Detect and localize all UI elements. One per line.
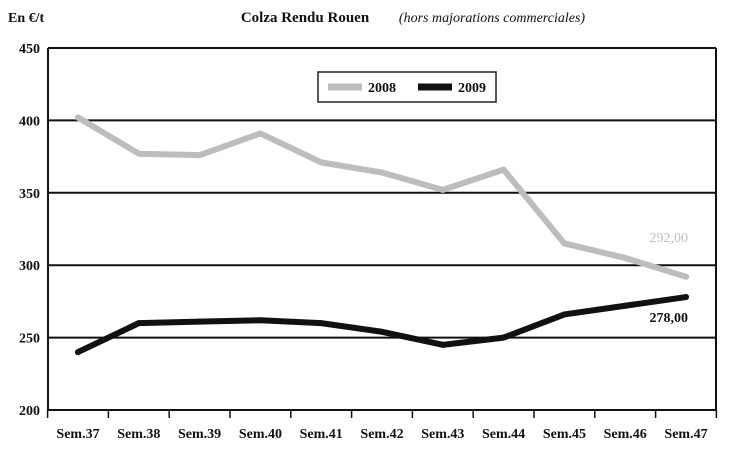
series-line-2008 bbox=[75, 114, 689, 280]
y-tick-label: 200 bbox=[19, 404, 40, 419]
data-point-2009 bbox=[257, 317, 264, 324]
legend-label-2009: 2009 bbox=[458, 81, 486, 96]
data-point-2009 bbox=[683, 294, 689, 301]
x-tick-label: Sem.46 bbox=[604, 427, 647, 442]
data-point-2008 bbox=[622, 254, 629, 261]
y-tick-label: 250 bbox=[19, 332, 40, 347]
legend: 2008 2009 bbox=[317, 71, 497, 103]
y-tick-label: 350 bbox=[19, 187, 40, 202]
data-point-2009 bbox=[379, 328, 385, 335]
x-tick-labels: Sem.37 Sem.38 Sem.39 Sem.40 Sem.41 Sem.42 Sem.… bbox=[46, 410, 718, 442]
x-tick-label: Sem.41 bbox=[300, 427, 343, 442]
data-point-2009 bbox=[439, 341, 446, 348]
data-point-2008 bbox=[500, 166, 507, 173]
data-point-2009 bbox=[75, 349, 81, 356]
y-tick-label: 300 bbox=[19, 259, 40, 274]
data-point-2009 bbox=[622, 302, 629, 309]
x-tick-label: Sem.47 bbox=[664, 427, 707, 442]
y-axis-label: En €/t bbox=[8, 11, 45, 26]
gridlines bbox=[47, 47, 717, 411]
legend-label-2008: 2008 bbox=[368, 81, 396, 96]
x-tick-label: Sem.39 bbox=[178, 427, 221, 442]
end-label-2008: 292,00 bbox=[650, 231, 689, 246]
data-point-2008 bbox=[561, 240, 568, 247]
x-tick-label: Sem.37 bbox=[56, 427, 99, 442]
data-point-2008 bbox=[683, 273, 689, 280]
x-tick-label: Sem.44 bbox=[482, 427, 525, 442]
data-point-2008 bbox=[135, 150, 142, 157]
series-lines bbox=[75, 114, 689, 356]
x-tick-label: Sem.42 bbox=[360, 427, 403, 442]
x-tick-label: Sem.43 bbox=[421, 427, 464, 442]
data-point-2008 bbox=[196, 152, 203, 159]
data-point-2009 bbox=[500, 334, 507, 341]
series-line-2009 bbox=[75, 294, 689, 356]
data-point-2008 bbox=[439, 186, 446, 193]
end-label-2009: 278,00 bbox=[650, 311, 689, 326]
x-tick-label: Sem.38 bbox=[117, 427, 160, 442]
data-point-2009 bbox=[135, 320, 142, 327]
x-tick-label: Sem.45 bbox=[543, 427, 586, 442]
data-point-2009 bbox=[561, 311, 568, 318]
x-tick-label: Sem.40 bbox=[239, 427, 282, 442]
chart-title: Colza Rendu Rouen bbox=[241, 10, 370, 26]
y-tick-labels: 200 250 300 350 400 450 bbox=[19, 42, 40, 419]
data-point-2008 bbox=[75, 114, 81, 121]
chart-subtitle: (hors majorations commerciales) bbox=[399, 11, 585, 26]
data-point-2008 bbox=[257, 130, 264, 137]
data-point-2009 bbox=[196, 318, 203, 325]
data-point-2009 bbox=[318, 320, 325, 327]
y-tick-label: 400 bbox=[19, 114, 40, 129]
data-point-2008 bbox=[379, 169, 385, 176]
y-tick-label: 450 bbox=[19, 42, 40, 57]
data-point-2008 bbox=[318, 159, 325, 166]
